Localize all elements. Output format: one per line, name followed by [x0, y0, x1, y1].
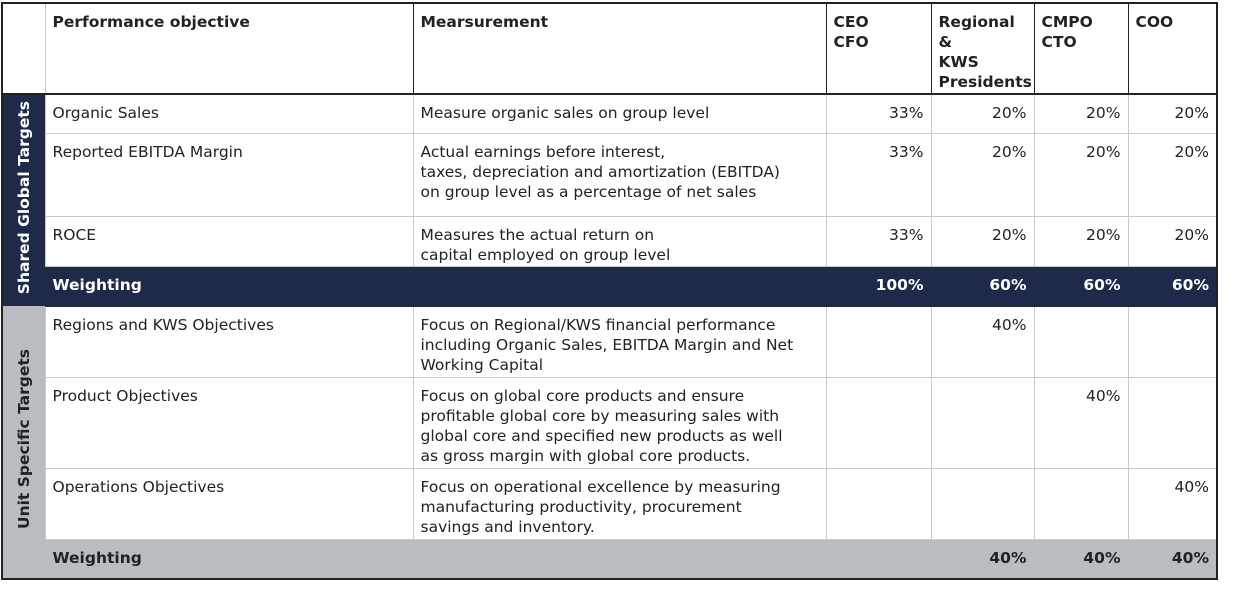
weight-cell	[1127, 376, 1218, 469]
weighting-value: 60%	[1127, 265, 1218, 307]
weight-cell: 33%	[825, 215, 932, 267]
weighting-value	[825, 538, 932, 580]
weighting-row: Weighting 100% 60% 60% 60%	[2, 265, 1218, 307]
objective-cell: Reported EBITDA Margin	[44, 132, 414, 217]
targets-table: Performance objective Mearsurement CEO CFO…	[1, 2, 1218, 580]
data-row: Operations Objectives Focus on operationa…	[2, 467, 1218, 540]
weighting-label: Weighting	[44, 538, 827, 580]
objective-cell: Organic Sales	[44, 93, 414, 134]
column-header: COO	[1127, 2, 1218, 95]
weight-cell	[825, 305, 932, 378]
header-row: Performance objective Mearsurement CEO CFO…	[1, 2, 1218, 95]
group-label: Unit Specific Targets	[2, 306, 45, 579]
weighting-value: 40%	[1033, 538, 1129, 580]
weight-cell: 33%	[825, 93, 932, 134]
objective-cell: Operations Objectives	[44, 467, 414, 540]
weighting-value: 40%	[1127, 538, 1218, 580]
measurement-cell: Focus on Regional/KWS financial performa…	[412, 305, 827, 378]
objective-cell: ROCE	[44, 215, 414, 267]
weight-cell: 20%	[1033, 93, 1129, 134]
weight-cell: 20%	[930, 215, 1035, 267]
weight-cell	[1033, 467, 1129, 540]
weighting-value: 40%	[930, 538, 1035, 580]
weight-cell	[930, 467, 1035, 540]
weight-cell: 33%	[825, 132, 932, 217]
measurement-cell: Focus on global core products and ensure…	[412, 376, 827, 469]
weight-cell	[1033, 305, 1129, 378]
weight-cell: 20%	[1127, 132, 1218, 217]
data-row: Reported EBITDA Margin Actual earnings be…	[2, 132, 1218, 217]
weight-cell	[825, 376, 932, 469]
group-label: Shared Global Targets	[2, 94, 45, 306]
column-header: CEO CFO	[825, 2, 932, 95]
measurement-cell: Actual earnings before interest, taxes, …	[412, 132, 827, 217]
weighting-value: 100%	[825, 265, 932, 307]
weighting-row: Weighting 40% 40% 40%	[2, 538, 1218, 580]
weight-cell: 20%	[1033, 132, 1129, 217]
weight-cell	[825, 467, 932, 540]
weight-cell: 40%	[930, 305, 1035, 378]
weighting-label: Weighting	[44, 265, 827, 307]
corner-cell	[1, 2, 46, 95]
data-row: ROCE Measures the actual return on capita…	[2, 215, 1218, 267]
weight-cell: 20%	[930, 93, 1035, 134]
data-row: Product Objectives Focus on global core p…	[2, 376, 1218, 469]
weight-cell: 20%	[1127, 215, 1218, 267]
objective-cell: Product Objectives	[44, 376, 414, 469]
weight-cell: 20%	[1127, 93, 1218, 134]
weight-cell	[1127, 305, 1218, 378]
weight-cell	[930, 376, 1035, 469]
column-header: Performance objective	[44, 2, 414, 95]
column-header: Regional & KWS Presidents	[930, 2, 1035, 95]
weighting-value: 60%	[930, 265, 1035, 307]
weight-cell: 20%	[1033, 215, 1129, 267]
measurement-cell: Measure organic sales on group level	[412, 93, 827, 134]
group-label-text: Unit Specific Targets	[14, 349, 33, 530]
weighting-value: 60%	[1033, 265, 1129, 307]
column-header: Mearsurement	[412, 2, 827, 95]
weight-cell: 40%	[1127, 467, 1218, 540]
measurement-cell: Focus on operational excellence by measu…	[412, 467, 827, 540]
data-row: Shared Global Targets Organic Sales Measur…	[2, 93, 1218, 306]
measurement-cell: Measures the actual return on capital em…	[412, 215, 827, 267]
weight-cell: 20%	[930, 132, 1035, 217]
weight-cell: 40%	[1033, 376, 1129, 469]
objective-cell: Regions and KWS Objectives	[44, 305, 414, 378]
column-header: CMPO CTO	[1033, 2, 1129, 95]
data-row: Unit Specific Targets Regions and KWS Obj…	[2, 305, 1218, 579]
group-label-text: Shared Global Targets	[14, 101, 33, 295]
